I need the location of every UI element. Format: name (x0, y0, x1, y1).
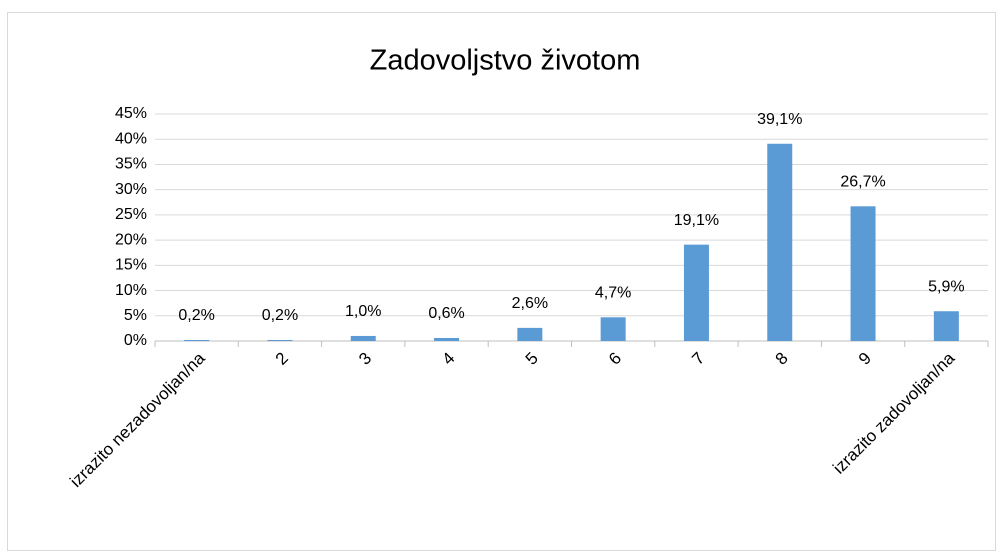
bar (350, 335, 376, 341)
bar (850, 206, 876, 341)
bar (933, 311, 959, 341)
bar (517, 327, 543, 341)
chart-border (7, 12, 996, 551)
data-label: 4,7% (595, 285, 631, 302)
y-tick-label: 45% (115, 105, 147, 122)
bar (184, 339, 210, 341)
data-label: 0,2% (178, 307, 214, 324)
bar (600, 317, 626, 341)
y-tick-label: 20% (115, 231, 147, 248)
data-label: 1,0% (345, 303, 381, 320)
y-tick-label: 10% (115, 282, 147, 299)
y-tick-label: 0% (124, 332, 147, 349)
bar (267, 339, 293, 341)
y-tick-label: 5% (124, 307, 147, 324)
chart-title: Zadovoljstvo životom (370, 45, 641, 77)
bar (434, 337, 460, 341)
y-tick-label: 40% (115, 130, 147, 147)
bar (767, 143, 793, 341)
y-tick-label: 15% (115, 257, 147, 274)
y-tick-label: 25% (115, 206, 147, 223)
data-label: 19,1% (674, 212, 719, 229)
data-label: 0,6% (428, 305, 464, 322)
data-label: 5,9% (928, 278, 964, 295)
data-label: 26,7% (840, 174, 885, 191)
y-tick-label: 35% (115, 156, 147, 173)
bar (683, 244, 709, 341)
data-label: 2,6% (512, 295, 548, 312)
data-label: 0,2% (262, 307, 298, 324)
data-label: 39,1% (757, 111, 802, 128)
y-tick-label: 30% (115, 181, 147, 198)
